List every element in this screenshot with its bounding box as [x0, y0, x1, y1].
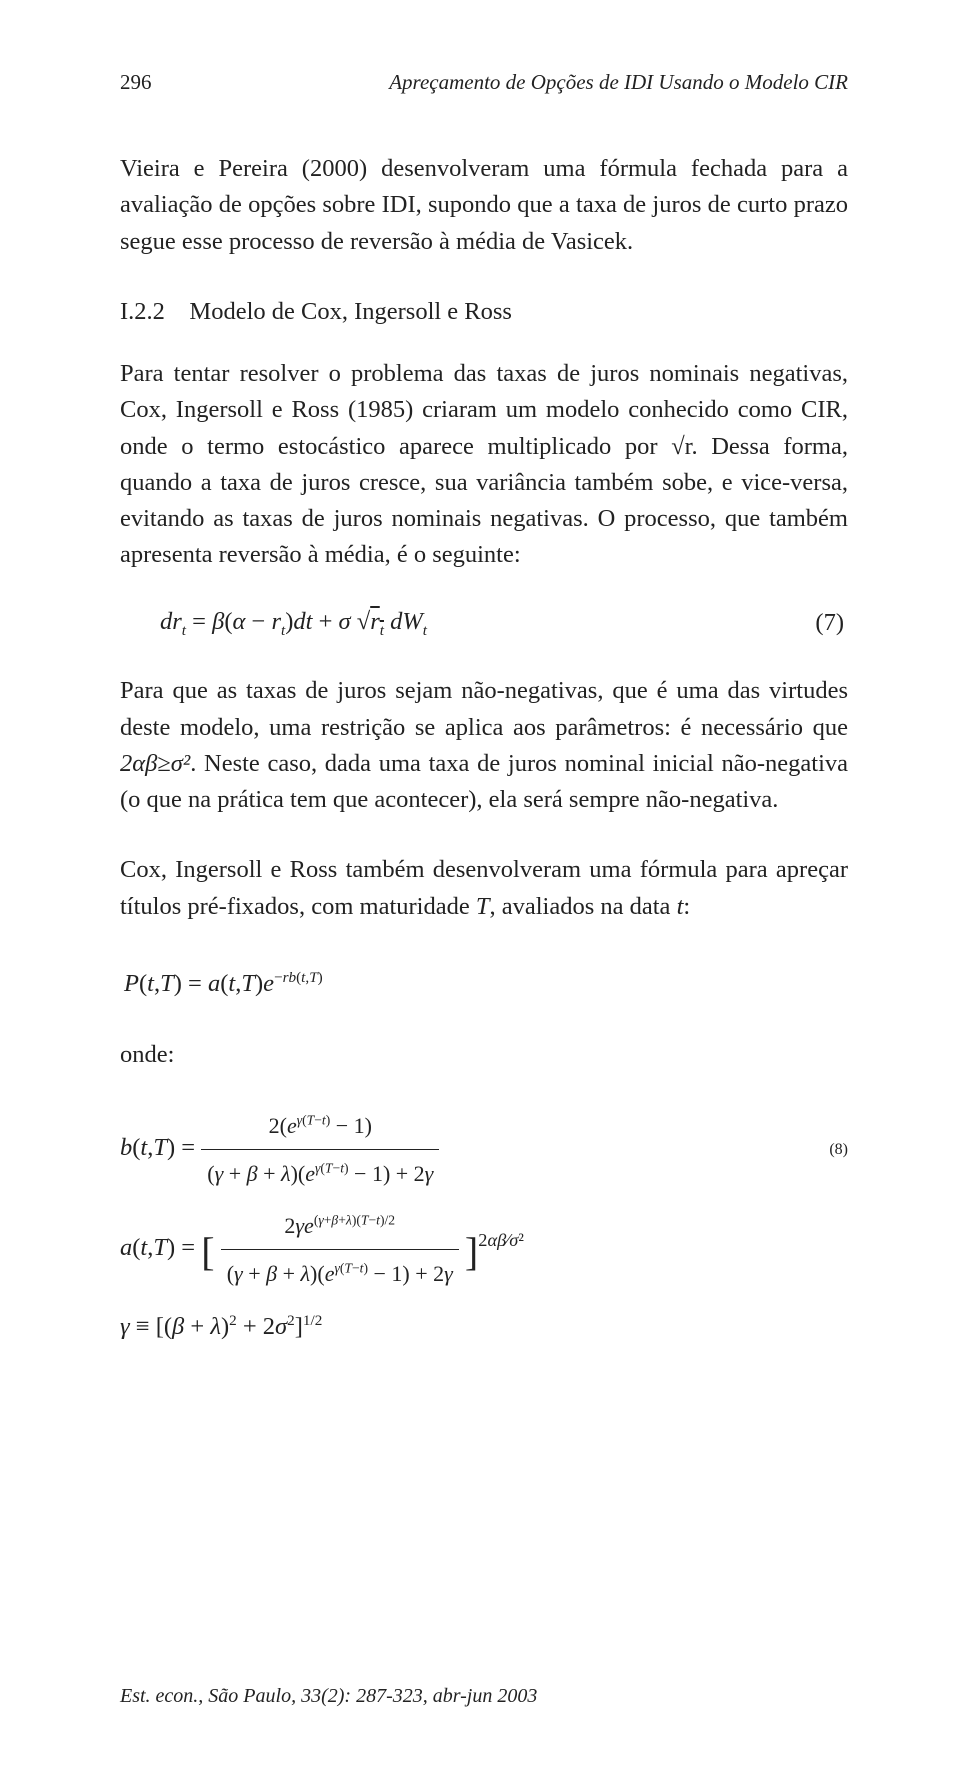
para4-T: T [476, 893, 490, 920]
para3-pre: Para que as taxas de juros sejam não-neg… [120, 677, 848, 740]
eq8-b: b(t,T) = 2(eγ(T−t) − 1) (γ + β + λ)(eγ(T… [120, 1103, 524, 1196]
paragraph-2: Para tentar resolver o problema das taxa… [120, 356, 848, 574]
eq8-gamma: γ ≡ [(β + λ)2 + 2σ2]1/2 [120, 1302, 524, 1352]
para4-mid: , avaliados na data [489, 893, 676, 920]
equation-8-block: b(t,T) = 2(eγ(T−t) − 1) (γ + β + λ)(eγ(T… [120, 1095, 848, 1380]
page-container: 296 Apreçamento de Opções de IDI Usando … [0, 0, 960, 1766]
equation-8-body: b(t,T) = 2(eγ(T−t) − 1) (γ + β + λ)(eγ(T… [120, 1103, 524, 1352]
section-heading-i22: I.2.2 Modelo de Cox, Ingersoll e Ross [120, 294, 848, 330]
equation-8-number: (8) [829, 1141, 848, 1158]
paragraph-4: Cox, Ingersoll e Ross também desenvolver… [120, 852, 848, 925]
paragraph-1: Vieira e Pereira (2000) desenvolveram um… [120, 151, 848, 260]
page-number: 296 [120, 70, 152, 95]
para3-cond: 2αβ≥σ² [120, 750, 190, 777]
onde-label: onde: [120, 1037, 848, 1073]
running-title: Apreçamento de Opções de IDI Usando o Mo… [389, 70, 848, 95]
para3-post: . Neste caso, dada uma taxa de juros nom… [120, 750, 848, 813]
equation-7: drt = β(α − rt)dt + σ √rt dWt (7) [160, 608, 848, 640]
paragraph-3: Para que as taxas de juros sejam não-neg… [120, 673, 848, 818]
equation-price: P(t,T) = a(t,T)e−rb(t,T) [124, 959, 848, 1009]
running-head: 296 Apreçamento de Opções de IDI Usando … [120, 70, 848, 95]
footer-citation: Est. econ., São Paulo, 33(2): 287-323, a… [120, 1685, 537, 1708]
para4-end: : [683, 893, 690, 920]
equation-7-number: (7) [815, 609, 848, 637]
eq8-a: a(t,T) = [ 2γe(γ+β+λ)(T−t)/2 (γ + β + λ)… [120, 1203, 524, 1296]
equation-7-body: drt = β(α − rt)dt + σ √rt dWt [160, 608, 427, 640]
